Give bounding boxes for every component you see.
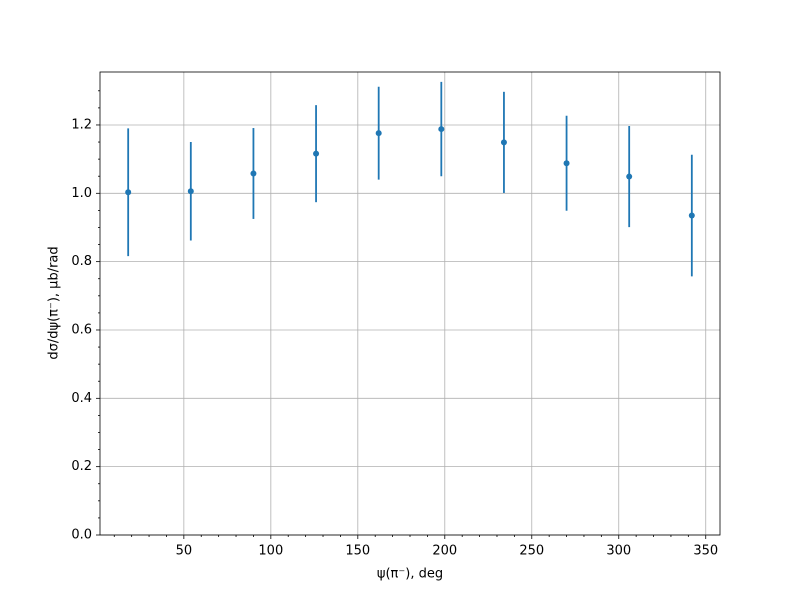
x-tick-label: 250 xyxy=(519,544,544,559)
y-axis-label: dσ/dψ(π⁻), μb/rad xyxy=(47,246,62,359)
data-point xyxy=(313,150,320,157)
x-tick-label: 350 xyxy=(693,544,718,559)
x-tick-label: 150 xyxy=(345,544,370,559)
data-point xyxy=(688,212,695,219)
data-point xyxy=(438,126,445,133)
y-tick-label: 1.0 xyxy=(71,186,92,201)
y-tick-label: 0.6 xyxy=(71,322,92,337)
data-point xyxy=(500,139,507,146)
x-axis-label: ψ(π⁻), deg xyxy=(377,567,443,582)
data-point xyxy=(563,160,570,167)
data-point xyxy=(250,170,257,177)
data-point xyxy=(125,189,132,196)
y-tick-label: 0.4 xyxy=(71,391,92,406)
data-point xyxy=(626,173,633,180)
y-tick-label: 0.0 xyxy=(71,528,92,543)
y-tick-label: 0.2 xyxy=(71,459,92,474)
y-tick-label: 0.8 xyxy=(71,254,92,269)
y-tick-label: 1.2 xyxy=(71,117,92,132)
x-tick-label: 50 xyxy=(176,544,193,559)
x-tick-label: 300 xyxy=(606,544,631,559)
data-point xyxy=(375,130,382,137)
x-tick-label: 100 xyxy=(258,544,283,559)
x-tick-label: 200 xyxy=(432,544,457,559)
plot-frame xyxy=(99,71,721,536)
data-point xyxy=(187,188,194,195)
